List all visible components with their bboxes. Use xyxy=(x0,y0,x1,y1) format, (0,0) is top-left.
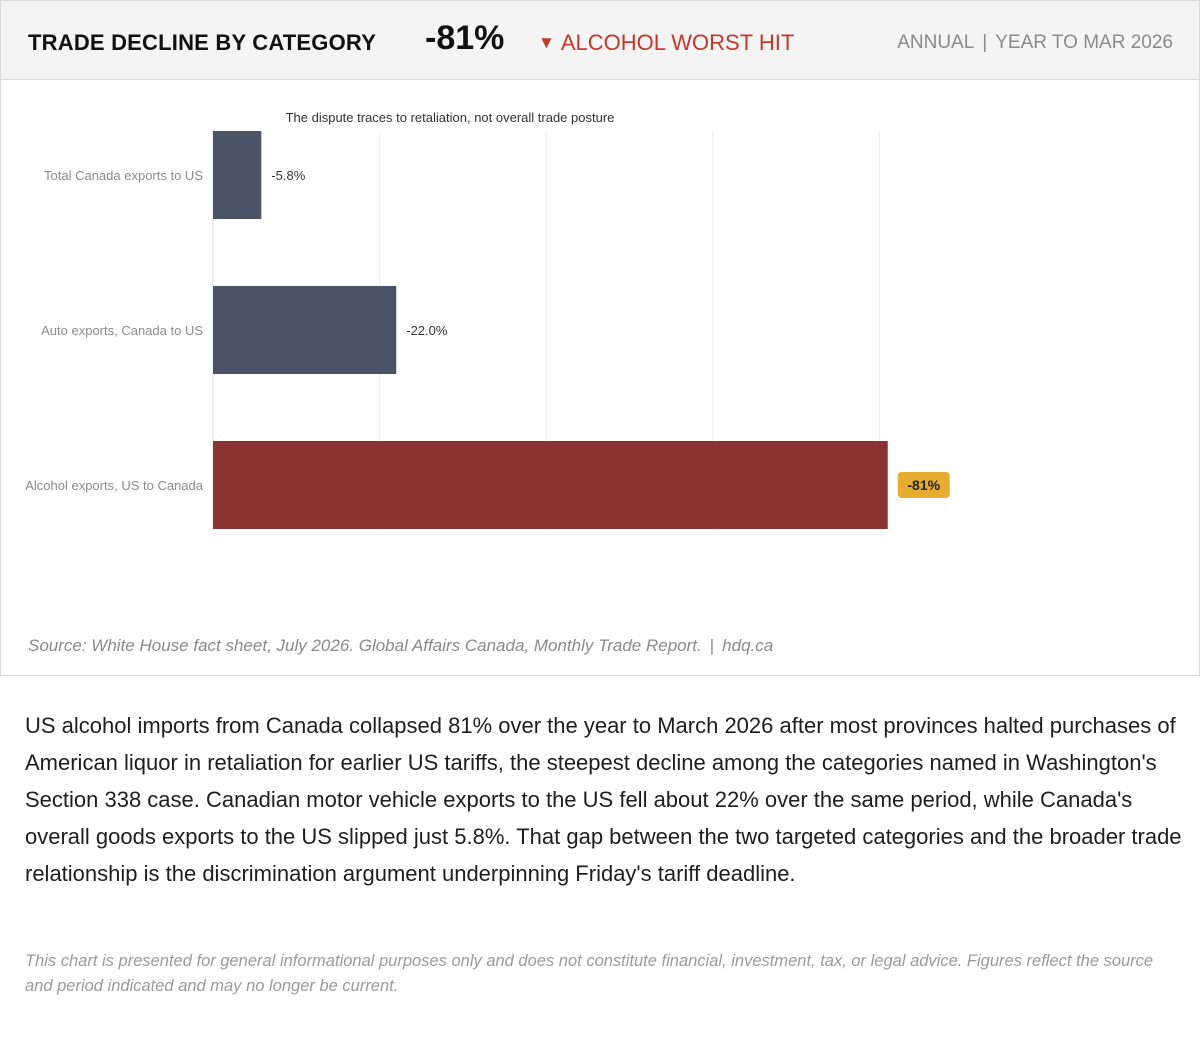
headline-value: -81% xyxy=(425,19,505,57)
chart-annotation: The dispute traces to retaliation, not o… xyxy=(286,110,615,125)
chart-title: TRADE DECLINE BY CATEGORY xyxy=(28,30,377,55)
source-separator: | xyxy=(709,636,715,655)
period-range: YEAR TO MAR 2026 xyxy=(995,32,1173,53)
down-arrow-icon: ▼ xyxy=(538,33,555,52)
chart-header: TRADE DECLINE BY CATEGORY -81% ▼ ALCOHOL … xyxy=(1,1,1199,80)
source-site: hdq.ca xyxy=(722,636,774,655)
bar-chart: The dispute traces to retaliation, not o… xyxy=(25,110,950,530)
disclaimer: This chart is presented for general info… xyxy=(25,952,1154,995)
period-label: ANNUAL | YEAR TO MAR 2026 xyxy=(897,32,1173,54)
category-label: Alcohol exports, US to Canada xyxy=(25,478,204,493)
bar xyxy=(213,286,397,374)
value-label: -81% xyxy=(907,477,940,493)
period-separator: | xyxy=(982,32,988,53)
value-badge xyxy=(897,472,950,498)
bar xyxy=(213,131,262,219)
source-line: Source: White House fact sheet, July 202… xyxy=(28,636,773,656)
value-label: -22.0% xyxy=(406,323,448,338)
change-label: ALCOHOL WORST HIT xyxy=(560,30,795,55)
article-paragraph: US alcohol imports from Canada collapsed… xyxy=(25,713,1182,886)
chart-card: TRADE DECLINE BY CATEGORY -81% ▼ ALCOHOL … xyxy=(0,0,1200,676)
category-label: Auto exports, Canada to US xyxy=(41,323,203,338)
category-label: Total Canada exports to US xyxy=(44,168,203,183)
source-text: Source: White House fact sheet, July 202… xyxy=(28,636,702,655)
change-indicator: ▼ ALCOHOL WORST HIT xyxy=(538,30,794,56)
period-frequency: ANNUAL xyxy=(897,32,975,53)
bar xyxy=(213,441,888,529)
value-label: -5.8% xyxy=(271,168,305,183)
